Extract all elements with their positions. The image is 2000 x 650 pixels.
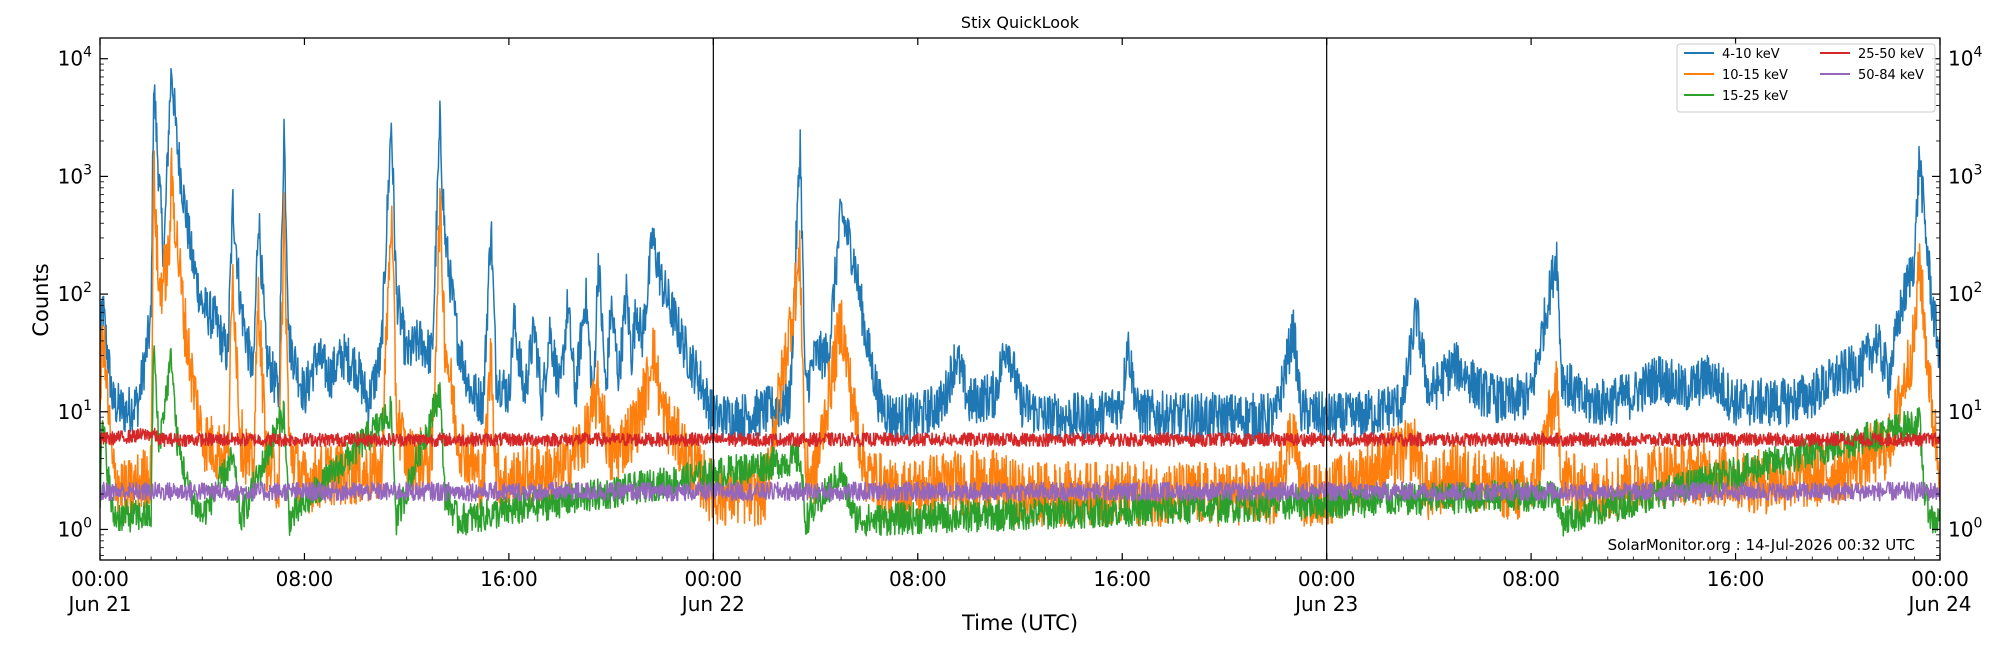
y-tick-exponent: 0 [1973,515,1982,531]
legend-label: 25-50 keV [1858,47,1924,62]
legend-label: 15-25 keV [1722,89,1788,104]
day-dividers [712,38,1328,560]
x-tick-label: 00:00 [685,567,743,591]
y-tick-label: 102 [58,280,92,306]
x-tick-label: 00:00 [71,567,129,591]
y-tick-label: 104 [1948,45,1982,71]
y-tick-exponent: 3 [83,162,92,178]
y-tick-exponent: 2 [83,280,92,296]
legend-box [1676,43,1936,113]
legend-label: 10-15 keV [1722,68,1788,83]
y-tick-base: 10 [1948,47,1973,71]
y-tick-exponent: 1 [83,398,92,414]
y-tick-label: 104 [58,45,92,71]
x-tick-date-label: Jun 22 [680,592,745,616]
legend: 4-10 keV 10-15 keV 15-25 keV 25-50 keV 50-84… [1676,43,1936,113]
series-layer [100,67,1940,537]
y-tick-base: 10 [58,282,83,306]
x-tick-label: 00:00 [1911,567,1969,591]
y-tick-label: 100 [58,515,92,541]
credit-text: SolarMonitor.org : 14-Jul-2026 00:32 UTC [1608,536,1915,554]
x-tick-date-label: Jun 23 [1293,592,1358,616]
x-axis-label: Time (UTC) [961,611,1078,635]
x-tick-label: 00:00 [1298,567,1356,591]
y-tick-label: 101 [58,398,92,424]
x-tick-label: 16:00 [480,567,538,591]
y-tick-base: 10 [58,517,83,541]
y-tick-label: 103 [58,162,92,188]
x-tick-label: 16:00 [1707,567,1765,591]
y-tick-exponent: 0 [83,515,92,531]
x-tick-label: 08:00 [1502,567,1560,591]
y-tick-exponent: 1 [1973,398,1982,414]
y-tick-base: 10 [1948,517,1973,541]
y-tick-label: 100 [1948,515,1982,541]
series-line-4-10-keV [100,67,1940,443]
series-line-25-50-keV [100,427,1940,448]
series-line-50-84-keV [100,481,1940,502]
x-tick-label: 08:00 [276,567,334,591]
y-tick-base: 10 [58,47,83,71]
y-tick-label: 102 [1948,280,1982,306]
legend-label: 4-10 keV [1722,47,1780,62]
x-tick-date-label: Jun 24 [1906,592,1971,616]
y-tick-base: 10 [58,400,83,424]
y-tick-exponent: 2 [1973,280,1982,296]
y-tick-exponent: 4 [1973,45,1982,61]
legend-label: 50-84 keV [1858,68,1924,83]
x-tick-label: 16:00 [1093,567,1151,591]
y-tick-base: 10 [1948,282,1973,306]
x-tick-label: 08:00 [889,567,947,591]
y-tick-base: 10 [1948,164,1973,188]
y-tick-exponent: 4 [83,45,92,61]
y-tick-base: 10 [58,164,83,188]
y-tick-label: 103 [1948,162,1982,188]
series-line-10-15-keV [100,147,1940,528]
y-axis-label: Counts [29,263,53,336]
y-tick-base: 10 [1948,400,1973,424]
y-tick-label: 101 [1948,398,1982,424]
x-tick-date-label: Jun 21 [66,592,131,616]
y-tick-exponent: 3 [1973,162,1982,178]
chart-title: Stix QuickLook [961,13,1080,32]
